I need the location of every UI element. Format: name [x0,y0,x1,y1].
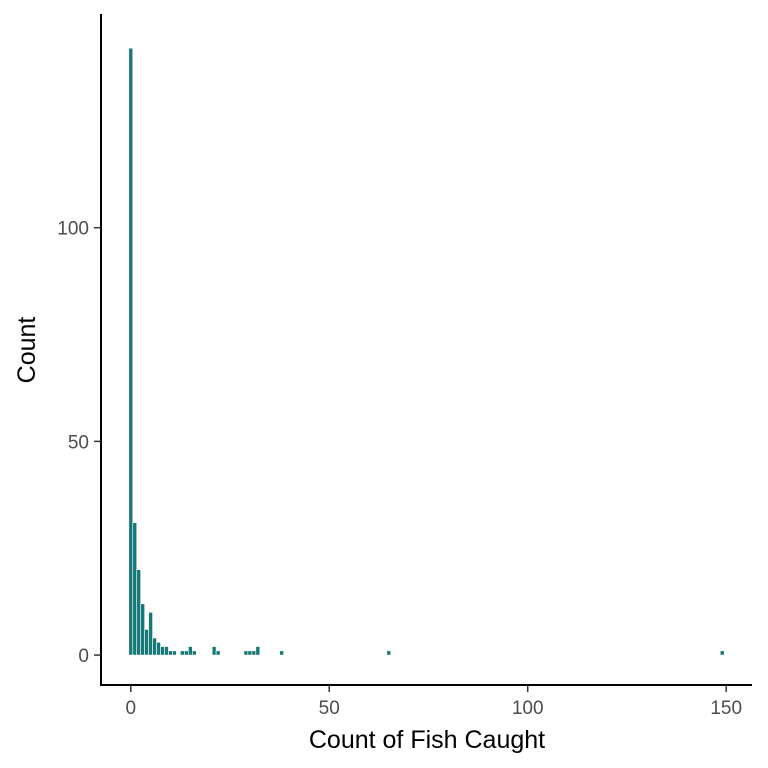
y-ticks-group: 0 50 100 [57,219,101,667]
histogram-bar [168,650,173,656]
histogram-bar [156,641,161,656]
histogram-bar [144,629,149,656]
y-tick-label: 0 [78,646,89,667]
x-tick-label: 50 [319,698,340,719]
histogram-bar [188,646,193,656]
histogram-bar [215,650,221,656]
histogram-bar [184,650,189,656]
histogram-bar [140,603,145,656]
histogram-bar [251,650,257,656]
bars-group [128,47,725,656]
x-tick-label: 0 [125,698,136,719]
y-tick-label: 50 [68,432,89,453]
y-axis-title: Count [13,317,41,384]
histogram-bar [152,637,157,656]
x-tick-label: 150 [710,698,742,719]
histogram-bar [243,650,249,656]
x-tick-label: 100 [512,698,544,719]
histogram-bar [247,650,253,656]
histogram-bar [128,47,134,656]
y-tick-label: 100 [57,219,89,240]
histogram-bar [255,646,261,656]
histogram-bar [719,650,725,656]
histogram-bar [386,650,392,656]
histogram-bar [279,650,284,656]
histogram-bar [164,646,169,656]
x-ticks-group: 0 50 100 150 [125,685,742,719]
histogram-bar [136,569,141,656]
histogram-bar [132,522,138,656]
histogram-bar [160,646,165,656]
histogram-bar [192,650,197,656]
histogram-bar [148,612,153,656]
histogram-bar [211,646,217,656]
histogram-bar [172,650,177,656]
histogram-bar [180,650,185,656]
x-axis-title: Count of Fish Caught [309,726,545,754]
